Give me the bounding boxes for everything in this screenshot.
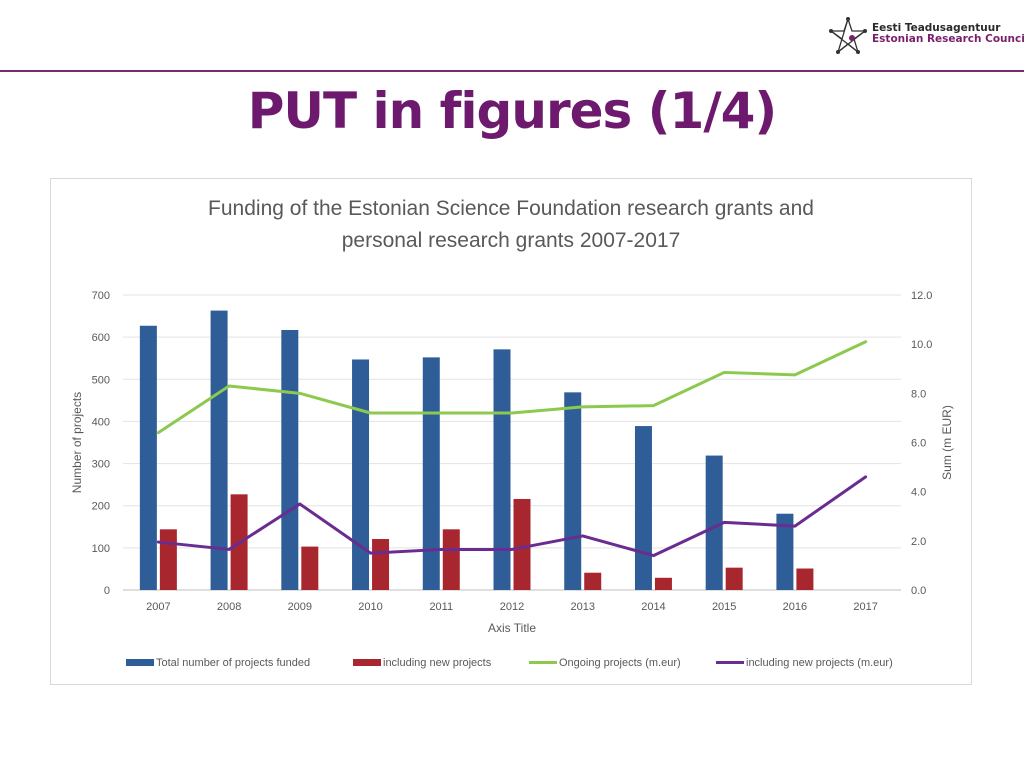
x-tick-label: 2013 xyxy=(570,601,594,613)
x-tick-label: 2015 xyxy=(712,601,736,613)
y-axis-title: Number of projects xyxy=(70,392,84,493)
y2-tick-label: 2.0 xyxy=(911,536,926,548)
chart-title-line: Funding of the Estonian Science Foundati… xyxy=(208,197,814,220)
bar xyxy=(422,357,440,590)
y-tick-label: 700 xyxy=(92,290,110,302)
y2-tick-label: 12.0 xyxy=(911,290,932,302)
x-tick-label: 2011 xyxy=(429,601,453,613)
bar xyxy=(705,455,723,590)
legend-label: including new projects xyxy=(383,657,492,669)
bar xyxy=(513,498,531,590)
x-tick-label: 2010 xyxy=(358,601,382,613)
header-divider xyxy=(0,70,1024,72)
logo-name-english: Estonian Research Council xyxy=(872,33,1024,45)
bar xyxy=(159,529,177,590)
y-tick-label: 100 xyxy=(92,543,110,555)
bar xyxy=(493,349,511,590)
legend-label: Ongoing projects (m.eur) xyxy=(559,657,681,669)
y2-tick-label: 8.0 xyxy=(911,388,926,400)
bar xyxy=(654,577,672,590)
x-tick-label: 2017 xyxy=(853,601,877,613)
x-tick-label: 2012 xyxy=(500,601,524,613)
y2-tick-label: 6.0 xyxy=(911,438,926,450)
bar xyxy=(725,567,743,590)
bar xyxy=(564,392,582,590)
logo-star-icon xyxy=(829,16,867,54)
chart-svg: Funding of the Estonian Science Foundati… xyxy=(70,197,954,669)
bar xyxy=(796,568,814,590)
logo: Eesti Teadusagentuur Estonian Research C… xyxy=(828,16,1024,56)
series-line xyxy=(156,475,868,558)
bar xyxy=(301,546,319,590)
legend-swatch xyxy=(353,659,381,666)
y-tick-label: 300 xyxy=(92,459,110,471)
legend-label: including new projects (m.eur) xyxy=(746,657,893,669)
x-tick-label: 2014 xyxy=(641,601,665,613)
bar xyxy=(210,310,228,590)
logo-name-estonian: Eesti Teadusagentuur xyxy=(872,22,1001,34)
y-tick-label: 0 xyxy=(104,585,110,597)
x-tick-label: 2007 xyxy=(146,601,170,613)
bar xyxy=(776,513,794,590)
x-tick-label: 2009 xyxy=(288,601,312,613)
x-tick-label: 2008 xyxy=(217,601,241,613)
y-tick-label: 200 xyxy=(92,501,110,513)
y2-tick-label: 10.0 xyxy=(911,339,932,351)
legend-swatch xyxy=(126,659,154,666)
y2-axis-title: Sum (m EUR) xyxy=(940,405,954,480)
y-tick-label: 500 xyxy=(92,374,110,386)
page-title: PUT in figures (1/4) xyxy=(247,82,777,140)
chart-container: Funding of the Estonian Science Foundati… xyxy=(50,178,972,685)
bar xyxy=(584,572,602,590)
series-line xyxy=(156,340,868,435)
bar xyxy=(352,359,370,590)
chart-title-line: personal research grants 2007-2017 xyxy=(342,229,681,252)
y-tick-label: 400 xyxy=(92,416,110,428)
x-axis-title: Axis Title xyxy=(488,621,536,635)
bar xyxy=(372,539,390,590)
y-tick-label: 600 xyxy=(92,332,110,344)
bar xyxy=(139,325,157,590)
y2-tick-label: 0.0 xyxy=(911,585,926,597)
legend-label: Total number of projects funded xyxy=(156,657,310,669)
bar xyxy=(281,329,299,590)
bar xyxy=(442,529,460,590)
bar xyxy=(634,426,652,590)
x-tick-label: 2016 xyxy=(783,601,807,613)
y2-tick-label: 4.0 xyxy=(911,487,926,499)
